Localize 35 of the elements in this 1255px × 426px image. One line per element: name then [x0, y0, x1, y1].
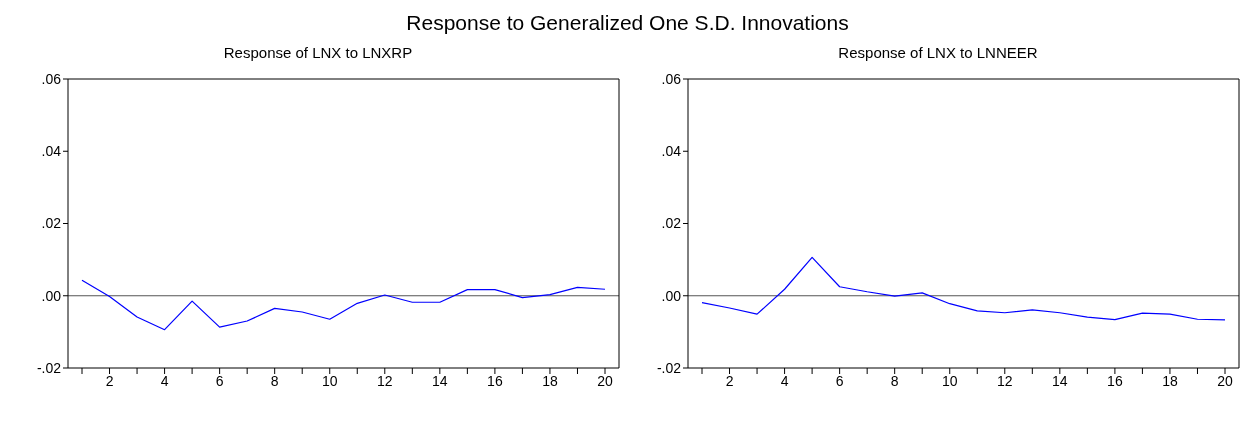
line-series: [701, 256, 1226, 321]
y-tick-label: -.02: [656, 359, 682, 376]
x-tick-label: 12: [997, 372, 1013, 389]
x-tick-label: 8: [890, 372, 899, 389]
x-tick-label: 14: [1052, 372, 1068, 389]
x-tick-label: 2: [725, 372, 734, 389]
chart-subtitle: Response of LNX to LNXRP: [222, 44, 414, 63]
x-tick-label: 10: [321, 372, 338, 389]
y-tick-label: .06: [41, 70, 62, 87]
x-tick-label: 12: [377, 372, 393, 389]
x-tick-label: 6: [835, 372, 844, 389]
y-tick-label: .02: [661, 215, 682, 232]
x-tick-label: 6: [215, 372, 224, 389]
x-tick-label: 2: [105, 372, 114, 389]
y-tick-label: .04: [661, 143, 682, 160]
chart-subtitle: Response of LNX to LNNEER: [837, 44, 1039, 63]
x-tick-label: 16: [1107, 372, 1123, 389]
y-tick-label: .02: [41, 215, 62, 232]
y-tick-label: .00: [661, 287, 682, 304]
y-tick-label: .06: [661, 70, 682, 87]
x-tick-label: 16: [487, 372, 503, 389]
x-tick-label: 20: [1217, 372, 1233, 389]
x-tick-label: 18: [542, 372, 558, 389]
x-tick-label: 18: [1162, 372, 1178, 389]
x-tick-label: 8: [270, 372, 279, 389]
chart-title: Response to Generalized One S.D. Innovations: [405, 10, 850, 36]
x-tick-label: 20: [597, 372, 613, 389]
line-series: [81, 279, 606, 331]
x-tick-label: 4: [780, 372, 789, 389]
y-tick-label: .00: [41, 287, 62, 304]
x-tick-label: 10: [941, 372, 958, 389]
y-tick-label: .04: [41, 143, 62, 160]
x-tick-label: 14: [432, 372, 448, 389]
y-tick-label: -.02: [36, 359, 62, 376]
x-tick-label: 4: [160, 372, 169, 389]
